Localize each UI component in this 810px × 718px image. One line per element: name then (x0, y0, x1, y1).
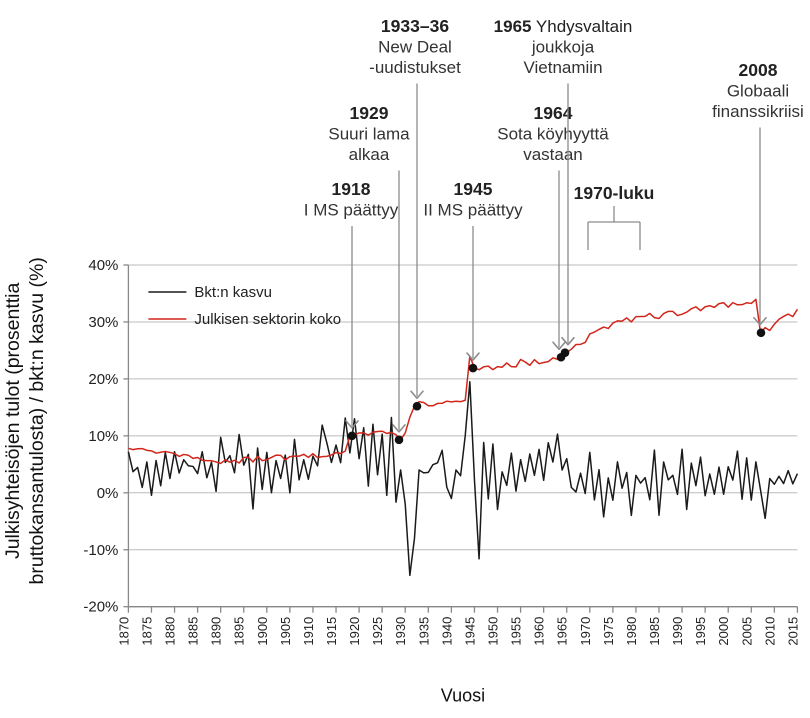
svg-text:1910: 1910 (301, 617, 316, 646)
svg-text:1880: 1880 (163, 617, 178, 646)
svg-text:Julkisen sektorin koko: Julkisen sektorin koko (194, 311, 341, 328)
svg-text:1985: 1985 (647, 617, 662, 646)
svg-text:1870: 1870 (116, 617, 131, 646)
svg-text:40%: 40% (88, 257, 118, 274)
svg-text:1929: 1929 (350, 103, 389, 123)
svg-text:I MS päättyy: I MS päättyy (304, 201, 399, 220)
svg-text:2008: 2008 (739, 60, 778, 80)
svg-text:1895: 1895 (232, 617, 247, 646)
svg-text:0%: 0% (97, 485, 119, 502)
svg-text:-10%: -10% (83, 542, 118, 559)
svg-text:2000: 2000 (716, 617, 731, 646)
svg-text:1935: 1935 (416, 617, 431, 646)
svg-text:2015: 2015 (785, 617, 800, 646)
svg-text:finanssikriisi: finanssikriisi (712, 102, 804, 121)
svg-text:II MS päättyy: II MS päättyy (423, 201, 523, 220)
svg-text:Vuosi: Vuosi (441, 686, 485, 706)
svg-text:1995: 1995 (693, 617, 708, 646)
svg-text:10%: 10% (88, 428, 118, 445)
svg-text:1950: 1950 (486, 617, 501, 646)
svg-text:1980: 1980 (624, 617, 639, 646)
svg-text:1925: 1925 (370, 617, 385, 646)
svg-text:Sota köyhyyttä: Sota köyhyyttä (497, 125, 609, 144)
svg-text:1975: 1975 (601, 617, 616, 646)
svg-text:1875: 1875 (139, 617, 154, 646)
svg-text:joukkoja: joukkoja (531, 38, 595, 57)
svg-text:New Deal: New Deal (378, 38, 452, 57)
svg-text:1970-luku: 1970-luku (574, 183, 655, 203)
svg-text:-20%: -20% (83, 599, 118, 616)
svg-text:1900: 1900 (255, 617, 270, 646)
svg-text:1970: 1970 (578, 617, 593, 646)
svg-text:1964: 1964 (534, 103, 573, 123)
svg-text:Bkt:n kasvu: Bkt:n kasvu (194, 284, 272, 301)
svg-text:Julkisyhteisöjen tulot (prosen: Julkisyhteisöjen tulot (prosenttia (2, 283, 24, 560)
svg-text:Globaali: Globaali (727, 82, 789, 101)
svg-text:1965: 1965 (555, 617, 570, 646)
svg-text:1905: 1905 (278, 617, 293, 646)
svg-text:Vietnamiin: Vietnamiin (523, 58, 602, 77)
svg-text:30%: 30% (88, 314, 118, 331)
svg-text:1990: 1990 (670, 617, 685, 646)
svg-text:1965 Yhdysvaltain: 1965 Yhdysvaltain (494, 17, 633, 36)
svg-text:1920: 1920 (347, 617, 362, 646)
svg-text:1915: 1915 (324, 617, 339, 646)
svg-text:1930: 1930 (393, 617, 408, 646)
svg-text:vastaan: vastaan (523, 145, 583, 164)
svg-text:1945: 1945 (462, 617, 477, 646)
svg-text:1885: 1885 (186, 617, 201, 646)
svg-text:Suuri lama: Suuri lama (328, 125, 410, 144)
svg-text:alkaa: alkaa (349, 145, 390, 164)
svg-text:1933–36: 1933–36 (381, 16, 449, 36)
svg-text:1960: 1960 (532, 617, 547, 646)
svg-text:2005: 2005 (739, 617, 754, 646)
svg-text:1945: 1945 (454, 179, 493, 199)
svg-text:1890: 1890 (209, 617, 224, 646)
svg-text:1918: 1918 (332, 179, 371, 199)
svg-text:1955: 1955 (509, 617, 524, 646)
svg-text:-uudistukset: -uudistukset (369, 58, 461, 77)
svg-text:bruttokansantulosta) / bkt:n k: bruttokansantulosta) / bkt:n kasvu (%) (26, 257, 48, 584)
svg-text:20%: 20% (88, 371, 118, 388)
svg-text:1940: 1940 (439, 617, 454, 646)
svg-text:2010: 2010 (762, 617, 777, 646)
